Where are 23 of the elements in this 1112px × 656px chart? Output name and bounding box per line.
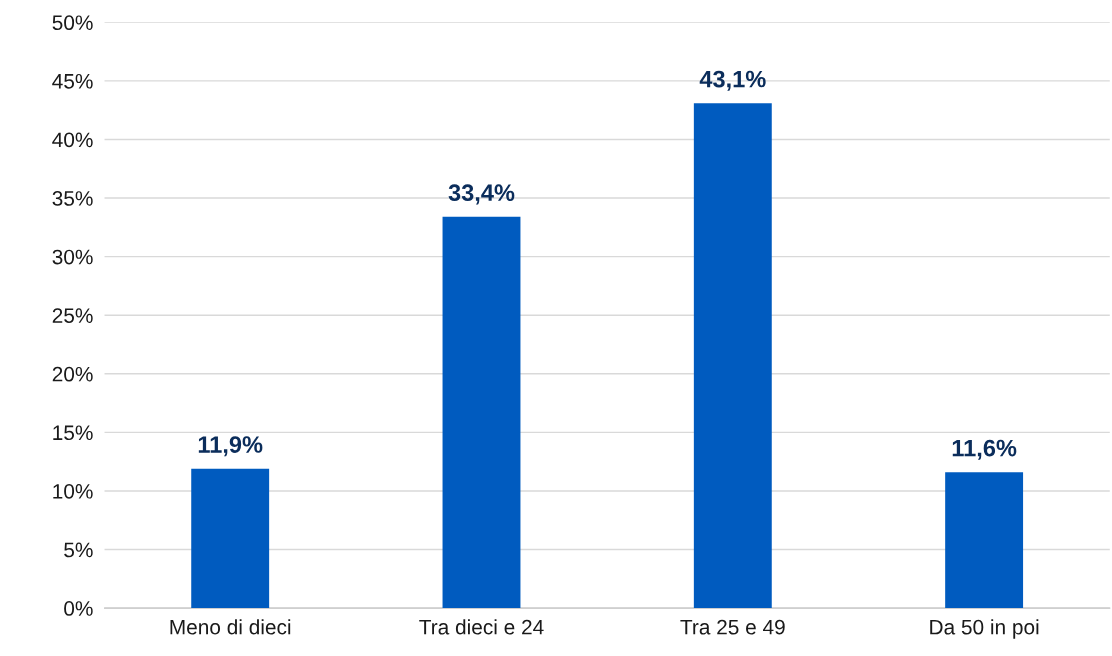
x-tick-label: Da 50 in poi (930, 619, 1039, 639)
data-label: 33,4% (448, 184, 515, 205)
bar (693, 103, 772, 609)
y-tick-label: 5% (64, 542, 93, 558)
y-tick-label: 25% (52, 308, 93, 323)
x-tick-label: Meno di dieci (170, 619, 291, 635)
y-tick-label: 20% (52, 366, 93, 382)
x-tick-label: Tra dieci e 24 (419, 619, 544, 635)
bar (442, 216, 521, 609)
x-tick-label: Tra 25 e 49 (680, 619, 785, 635)
y-tick-label: 35% (52, 191, 93, 206)
bar (945, 472, 1024, 609)
y-tick-label: 30% (52, 249, 93, 265)
y-tick-label: 40% (52, 132, 93, 148)
data-label: 11,9% (198, 436, 263, 457)
bar (191, 468, 270, 609)
y-tick-label: 10% (53, 483, 93, 499)
y-tick-label: 50% (52, 15, 93, 31)
y-tick-label: 0% (64, 601, 93, 616)
data-label: 43,1% (699, 70, 766, 91)
y-tick-label: 15% (53, 425, 93, 441)
data-label: 11,6% (952, 439, 1017, 460)
y-tick-label: 45% (52, 73, 93, 89)
